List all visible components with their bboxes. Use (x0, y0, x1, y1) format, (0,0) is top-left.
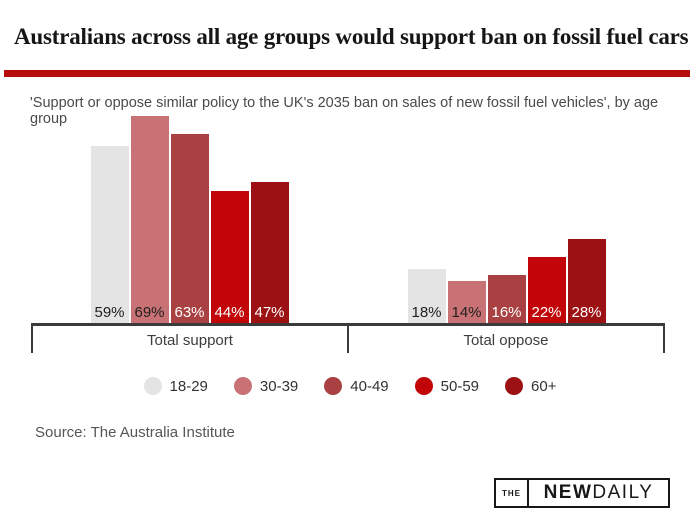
legend-dot-icon (143, 377, 162, 395)
bar-group: 59% 69% 63% 44% 47% (31, 116, 348, 323)
legend-label: 18-29 (169, 377, 208, 395)
legend-item-60+: 60+ (505, 377, 556, 395)
legend-label: 40-49 (350, 377, 389, 395)
bar-40-49-total-oppose: 16% (487, 275, 526, 323)
plot-area: 59% 69% 63% 44% 47% 18% 14% 16% 22% 28% (31, 116, 665, 326)
bar-value-label: 16% (491, 304, 522, 321)
bar-group: 18% 14% 16% 22% 28% (348, 116, 665, 323)
logo-new-text: NEW (543, 482, 593, 503)
legend-label: 60+ (531, 377, 557, 395)
page-title: Australians across all age groups would … (14, 24, 689, 49)
newdaily-logo: THE NEW DAILY (494, 478, 670, 508)
category-label-support: Total support (31, 326, 347, 353)
legend-label: 30-39 (259, 377, 299, 395)
bar-40-49-total-support: 63% (170, 134, 209, 323)
bar-30-39-total-support: 69% (130, 116, 169, 323)
bar-50-59-total-oppose: 22% (527, 257, 566, 323)
chart-subtitle: 'Support or oppose similar policy to the… (30, 95, 659, 127)
bar-18-29-total-support: 59% (90, 146, 129, 323)
legend-dot-icon (324, 377, 343, 395)
bar-chart: 59% 69% 63% 44% 47% 18% 14% 16% 22% 28% Total su… (31, 116, 665, 353)
bar-50-59-total-support: 44% (210, 191, 249, 323)
source-note: Source: The Australia Institute (35, 424, 235, 441)
legend-item-30-39: 30-39 (233, 377, 299, 395)
logo-daily-text: DAILY (592, 482, 654, 503)
legend: 18-29 30-39 40-49 50-59 60+ (0, 377, 700, 395)
legend-item-18-29: 18-29 (143, 377, 208, 395)
bar-value-label: 63% (174, 304, 205, 321)
legend-dot-icon (505, 377, 524, 395)
logo-name-text: NEW DAILY (529, 480, 668, 506)
bar-value-label: 44% (214, 304, 245, 321)
logo-the-text: THE (496, 480, 529, 506)
bar-value-label: 59% (94, 304, 125, 321)
legend-item-40-49: 40-49 (324, 377, 389, 395)
bar-60+-total-oppose: 28% (567, 239, 606, 323)
legend-item-50-59: 50-59 (414, 377, 480, 395)
category-label-oppose: Total oppose (347, 326, 663, 353)
bar-value-label: 22% (531, 304, 562, 321)
bar-18-29-total-oppose: 18% (407, 269, 446, 323)
bar-value-label: 28% (571, 304, 602, 321)
bar-value-label: 18% (411, 304, 442, 321)
bar-value-label: 47% (254, 304, 285, 321)
x-axis: Total support Total oppose (31, 326, 665, 353)
bar-30-39-total-oppose: 14% (447, 281, 486, 323)
legend-label: 50-59 (440, 377, 480, 395)
bar-60+-total-support: 47% (250, 182, 289, 323)
accent-rule (4, 70, 690, 77)
bar-value-label: 14% (451, 304, 482, 321)
bar-value-label: 69% (134, 304, 165, 321)
legend-dot-icon (233, 377, 252, 395)
legend-dot-icon (414, 377, 433, 395)
